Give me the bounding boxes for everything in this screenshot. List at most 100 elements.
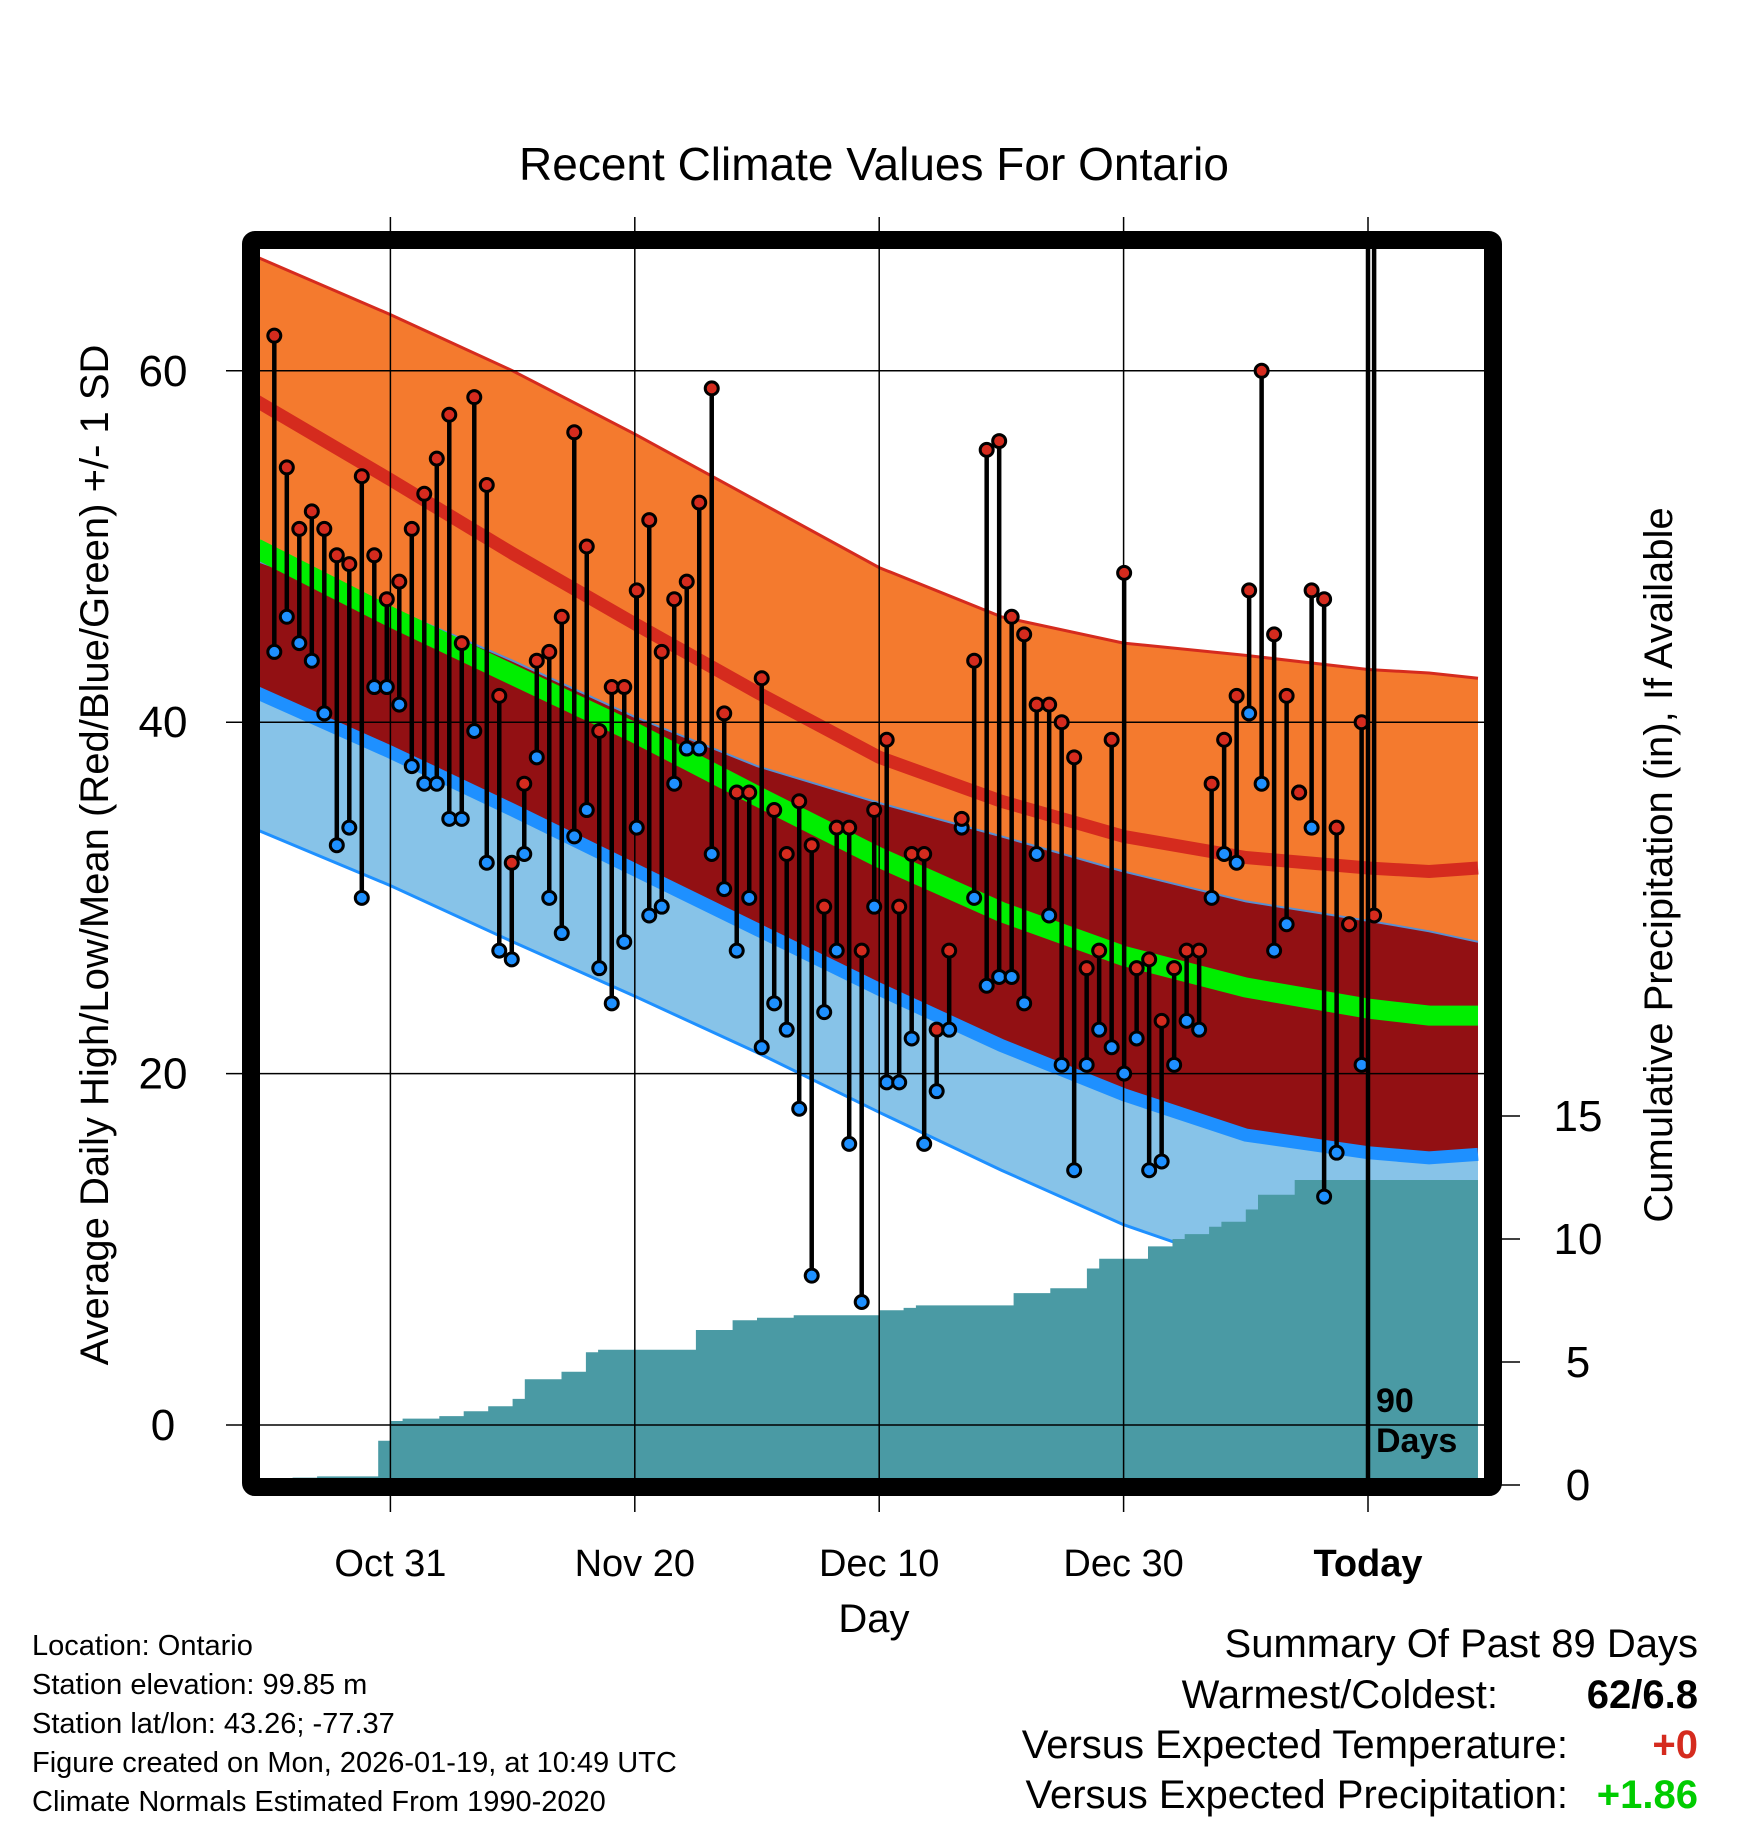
daily-low-point [466,722,483,739]
daily-high-point [528,652,545,669]
daily-low-point [303,652,320,669]
daily-low-point [941,1021,958,1038]
daily-high-point [491,687,508,704]
daily-low-point [541,889,558,906]
daily-high-point [678,573,695,590]
daily-low-point [1091,1021,1108,1038]
normal-mean-line [258,539,1478,1026]
daily-high-point [1041,696,1058,713]
daily-high-point [841,819,858,836]
daily-low-point [1191,1021,1208,1038]
daily-high-point [966,652,983,669]
daily-low-point [1016,995,1033,1012]
daily-low-point [866,898,883,915]
precip-vs-expected-label: Versus Expected Precipitation: [1025,1773,1568,1817]
mean-upper-edge [258,560,1479,943]
daily-high-point [566,424,583,441]
daily-high-point [1278,687,1295,704]
daily-high-point [703,380,720,397]
daily-high-point [1291,784,1308,801]
daily-low-point [503,951,520,968]
daily-low-point [1228,854,1245,871]
created-text: Figure created on Mon, 2026-01-19, at 10… [32,1747,677,1779]
window-days-unit: Days [1376,1422,1457,1460]
daily-high-point [328,547,345,564]
daily-high-point [341,556,358,573]
plot-frame [242,231,1502,1496]
plot-area [258,247,1486,1480]
daily-high-point [303,503,320,520]
daily-low-point [278,608,295,625]
daily-high-point [416,485,433,502]
daily-high-point [1253,362,1270,379]
daily-high-point [478,477,495,494]
daily-low-point [841,1135,858,1152]
daily-low-point [1166,1056,1183,1073]
daily-low-point [891,1074,908,1091]
daily-low-point [391,696,408,713]
daily-low-point [316,705,333,722]
daily-low-point [1053,1056,1070,1073]
daily-low-point [578,802,595,819]
daily-low-point [591,960,608,977]
daily-low-point [853,1294,870,1311]
summary-heading: Summary Of Past 89 Days [1224,1622,1698,1666]
daily-low-point [828,942,845,959]
daily-low-point [616,933,633,950]
daily-high-point [878,731,895,748]
daily-low-point [266,643,283,660]
daily-low-point [1128,1030,1145,1047]
daily-high-point [1103,731,1120,748]
daily-low-point [1328,1144,1345,1161]
daily-high-point [991,433,1008,450]
daily-low-point [1178,1012,1195,1029]
daily-high-point [553,608,570,625]
daily-high-point [1241,582,1258,599]
y2-axis-label: Cumulative Precipitation (in), If Availa… [1637,507,1681,1222]
daily-high-point [853,942,870,959]
temp-vs-expected-value: +0 [1652,1723,1698,1767]
daily-high-point [1116,564,1133,581]
daily-high-point [1191,942,1208,959]
daily-high-point [391,573,408,590]
daily-low-point [1203,889,1220,906]
daily-high-point [653,643,670,660]
daily-low-point [1066,1162,1083,1179]
elevation-text: Station elevation: 99.85 m [32,1669,368,1701]
daily-high-point [1203,775,1220,792]
x-tick-label: Nov 20 [575,1543,695,1585]
daily-low-point [1028,845,1045,862]
x-tick-label: Dec 10 [819,1543,939,1585]
daily-high-point [591,722,608,739]
daily-high-point [953,810,970,827]
daily-high-point [1328,819,1345,836]
daily-high-point [1341,916,1358,933]
daily-high-point [378,591,395,608]
daily-high-point [641,512,658,529]
daily-high-point [291,520,308,537]
x-tick-label: Today [1313,1543,1422,1585]
daily-low-point [903,1030,920,1047]
daily-high-point [1016,626,1033,643]
daily-low-point [1116,1065,1133,1082]
x-axis-label: Day [838,1597,909,1641]
daily-low-point [328,837,345,854]
daily-high-point [741,784,758,801]
latlon-text: Station lat/lon: 43.26; -77.37 [32,1708,395,1740]
daily-high-point [1303,582,1320,599]
daily-high-point [716,705,733,722]
daily-low-point [566,828,583,845]
daily-high-point [1228,687,1245,704]
daily-high-point [803,837,820,854]
daily-high-point [453,635,470,652]
daily-low-point [1141,1162,1158,1179]
y2-tick-label: 15 [1554,1092,1603,1141]
daily-low-point [1153,1153,1170,1170]
y2-tick-label: 5 [1566,1338,1590,1387]
daily-low-point [491,942,508,959]
y-tick-label: 40 [139,698,188,747]
daily-low-point [641,907,658,924]
daily-low-point [403,758,420,775]
daily-low-point [1078,1056,1095,1073]
daily-low-point [1003,968,1020,985]
